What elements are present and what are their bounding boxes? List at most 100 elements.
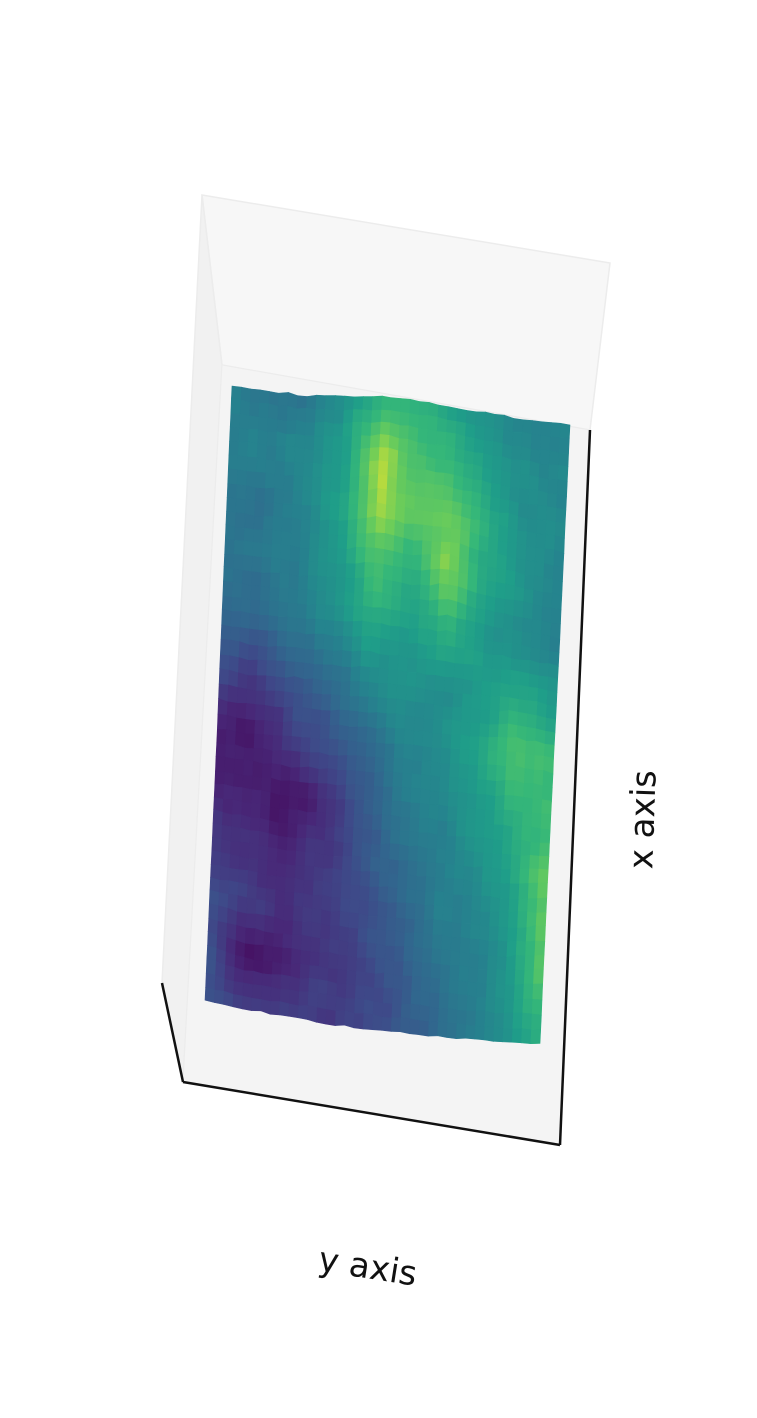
surface-facet bbox=[429, 977, 441, 994]
surface-facet bbox=[260, 572, 272, 588]
surface-facet bbox=[400, 800, 412, 819]
surface-facet bbox=[373, 785, 384, 803]
surface-facet bbox=[339, 477, 351, 494]
surface-facet bbox=[258, 629, 269, 648]
surface-facet bbox=[272, 933, 284, 949]
surface-facet bbox=[523, 783, 534, 800]
surface-facet bbox=[509, 669, 521, 686]
surface-facet bbox=[385, 713, 397, 729]
surface-facet bbox=[432, 919, 444, 936]
surface-facet bbox=[312, 664, 324, 681]
surface-facet bbox=[558, 452, 569, 467]
surface-facet bbox=[204, 987, 216, 1003]
surface-facet bbox=[470, 909, 482, 926]
surface-facet bbox=[363, 785, 375, 801]
surface-facet bbox=[440, 541, 452, 555]
surface-facet bbox=[451, 500, 463, 517]
surface-facet bbox=[234, 527, 245, 542]
surface-facet bbox=[253, 515, 265, 531]
surface-facet bbox=[310, 708, 322, 726]
surface-facet bbox=[445, 849, 456, 866]
surface-facet bbox=[451, 922, 462, 939]
surface-facet bbox=[316, 575, 328, 592]
surface-facet bbox=[342, 421, 354, 438]
surface-facet bbox=[232, 568, 244, 584]
surface-facet bbox=[387, 872, 399, 890]
surface-facet bbox=[475, 793, 487, 811]
surface-facet bbox=[310, 921, 322, 939]
surface-facet bbox=[392, 771, 404, 788]
surface-facet bbox=[378, 667, 390, 685]
surface-facet bbox=[423, 497, 435, 513]
surface-facet bbox=[308, 965, 320, 980]
surface-facet bbox=[397, 669, 408, 687]
surface-facet bbox=[399, 830, 410, 847]
surface-facet bbox=[439, 978, 450, 994]
surface-facet bbox=[227, 684, 239, 704]
surface-facet bbox=[241, 583, 252, 601]
surface-facet bbox=[367, 696, 379, 714]
surface-facet bbox=[411, 960, 423, 978]
surface-facet bbox=[511, 839, 522, 857]
surface-facet bbox=[341, 855, 353, 871]
surface-facet bbox=[373, 987, 385, 1004]
surface-facet bbox=[444, 863, 456, 879]
surface-facet bbox=[357, 927, 369, 944]
surface-facet bbox=[312, 449, 324, 465]
surface-facet bbox=[387, 682, 398, 700]
surface-facet bbox=[319, 519, 330, 535]
surface-facet bbox=[351, 435, 362, 451]
surface-facet bbox=[552, 565, 564, 582]
surface-facet bbox=[259, 585, 271, 602]
surface-facet bbox=[272, 735, 284, 752]
surface-facet bbox=[322, 664, 333, 681]
surface-facet bbox=[396, 478, 407, 496]
surface-facet bbox=[460, 923, 472, 940]
surface-facet bbox=[473, 851, 484, 869]
surface-facet bbox=[266, 646, 278, 662]
surface-facet bbox=[542, 577, 554, 594]
surface-facet bbox=[256, 443, 268, 461]
surface-facet bbox=[383, 758, 395, 773]
surface-facet bbox=[510, 658, 522, 673]
surface-facet bbox=[355, 546, 367, 565]
surface-facet bbox=[475, 1010, 486, 1028]
surface-facet bbox=[302, 678, 314, 695]
surface-facet bbox=[499, 498, 510, 514]
surface-facet bbox=[511, 825, 523, 841]
surface-facet bbox=[488, 724, 500, 738]
surface-facet bbox=[420, 774, 432, 792]
surface-facet bbox=[282, 920, 294, 936]
surface-facet bbox=[555, 507, 567, 524]
surface-facet bbox=[391, 1003, 403, 1019]
surface-facet bbox=[526, 531, 537, 549]
surface-facet bbox=[321, 462, 333, 479]
surface-facet bbox=[422, 524, 434, 542]
surface-facet bbox=[423, 904, 435, 922]
surface-facet bbox=[501, 853, 512, 871]
surface-facet bbox=[392, 987, 403, 1005]
surface-facet bbox=[226, 483, 238, 500]
surface-facet bbox=[530, 632, 542, 650]
surface-facet bbox=[494, 997, 506, 1014]
surface-facet bbox=[472, 866, 484, 883]
surface-facet bbox=[412, 744, 424, 762]
surface-facet bbox=[514, 969, 526, 986]
surface-facet bbox=[507, 527, 519, 544]
surface-facet bbox=[499, 682, 511, 699]
surface-facet bbox=[314, 618, 326, 635]
surface-facet bbox=[295, 837, 307, 853]
surface-facet bbox=[465, 808, 477, 823]
surface-facet bbox=[355, 970, 367, 987]
surface-facet bbox=[504, 583, 516, 601]
surface-facet bbox=[298, 781, 310, 800]
surface-facet bbox=[218, 668, 230, 686]
surface-facet bbox=[383, 549, 395, 567]
surface-facet bbox=[296, 395, 308, 410]
surface-facet bbox=[363, 800, 374, 816]
surface-facet bbox=[439, 568, 450, 586]
surface-facet bbox=[249, 599, 261, 616]
surface-facet bbox=[312, 880, 324, 896]
surface-facet bbox=[380, 623, 391, 641]
surface-facet bbox=[289, 976, 301, 993]
